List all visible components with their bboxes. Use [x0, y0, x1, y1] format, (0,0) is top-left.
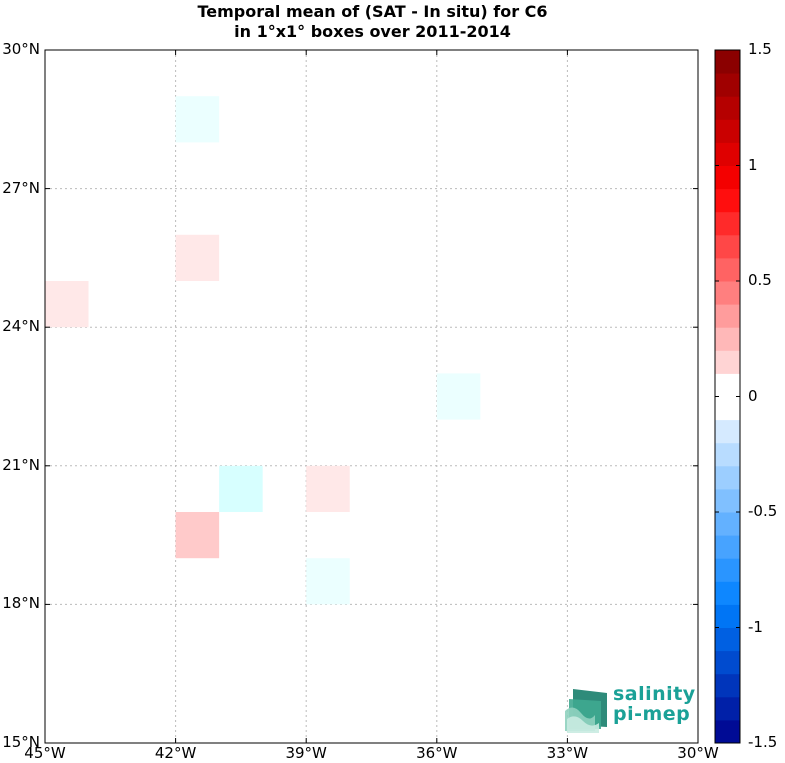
- colorbar-segment: [715, 442, 740, 467]
- colorbar-segment: [715, 234, 740, 259]
- heatmap-cell: [175, 512, 220, 559]
- lon-tick-label: 39°W: [285, 744, 327, 762]
- logo-text-salinity: salinity: [613, 683, 696, 705]
- lon-tick-label: 36°W: [416, 744, 458, 762]
- colorbar-segment: [715, 696, 740, 721]
- heatmap-cell: [219, 465, 263, 512]
- colorbar-segment: [715, 396, 740, 421]
- colorbar-segment: [715, 604, 740, 628]
- colorbar-segment: [715, 373, 740, 397]
- colorbar-segment: [715, 50, 740, 74]
- lat-tick-label: 15°N: [2, 733, 40, 751]
- colorbar-segment: [715, 327, 740, 351]
- colorbar-tick-label: 0.5: [748, 271, 772, 289]
- lon-tick-label: 33°W: [546, 744, 589, 762]
- lat-tick-label: 27°N: [2, 178, 40, 197]
- colorbar-segment: [715, 512, 740, 536]
- colorbar-tick-label: -1.5: [748, 733, 778, 751]
- logo-text-pi-mep: pi-mep: [613, 703, 691, 725]
- colorbar-tick-label: 1.5: [748, 40, 772, 58]
- colorbar-segment: [715, 581, 740, 605]
- colorbar-segment: [715, 650, 740, 675]
- lat-tick-label: 18°N: [2, 594, 40, 613]
- colorbar-segment: [715, 188, 740, 213]
- title-line-1: Temporal mean of (SAT - In situ) for C6: [197, 2, 548, 21]
- colorbar-tick-label: 1: [748, 155, 758, 174]
- colorbar-segment: [715, 257, 740, 282]
- colorbar: [715, 49, 740, 744]
- colorbar-segment: [715, 96, 740, 120]
- lat-tick-label: 24°N: [2, 317, 40, 336]
- colorbar-segment: [715, 350, 740, 374]
- lon-tick-label: 30°W: [677, 744, 719, 762]
- map-background: [45, 50, 698, 743]
- heatmap-cell: [306, 465, 350, 512]
- heatmap-cell: [175, 96, 220, 143]
- lon-tick-label: 42°W: [154, 744, 197, 762]
- lat-tick-label: 30°N: [2, 40, 40, 58]
- colorbar-segment: [715, 281, 740, 305]
- lon-tick-label: 45°W: [24, 744, 66, 762]
- salinity-pi-mep-logo: salinity pi-mep: [563, 683, 696, 733]
- map-frame: [44, 49, 699, 744]
- colorbar-segment: [715, 558, 740, 582]
- heatmap-cell: [45, 281, 89, 328]
- colorbar-segment: [715, 304, 740, 328]
- colorbar-tick-label: -0.5: [748, 502, 778, 520]
- heatmap-cell: [306, 558, 350, 605]
- colorbar-segment: [715, 419, 740, 444]
- colorbar-tick-label: 0: [748, 386, 758, 405]
- colorbar-segment: [715, 465, 740, 490]
- colorbar-segment: [715, 535, 740, 559]
- lat-tick-label: 21°N: [2, 455, 40, 474]
- colorbar-segment: [715, 488, 740, 513]
- colorbar-segment: [715, 73, 740, 97]
- heatmap-cell: [175, 234, 220, 281]
- colorbar-tick-label: -1: [748, 617, 763, 636]
- colorbar-segment: [715, 142, 740, 166]
- colorbar-frame: [714, 49, 741, 744]
- colorbar-segment: [715, 165, 740, 190]
- title-line-2: in 1°x1° boxes over 2011-2014: [234, 22, 511, 41]
- colorbar-segment: [715, 673, 740, 698]
- waves-icon: [565, 689, 607, 733]
- colorbar-segment: [715, 719, 740, 744]
- colorbar-segment: [715, 627, 740, 652]
- heatmap-cells: [45, 96, 481, 605]
- heatmap-cell: [436, 373, 481, 420]
- colorbar-segment: [715, 119, 740, 143]
- colorbar-segment: [715, 211, 740, 236]
